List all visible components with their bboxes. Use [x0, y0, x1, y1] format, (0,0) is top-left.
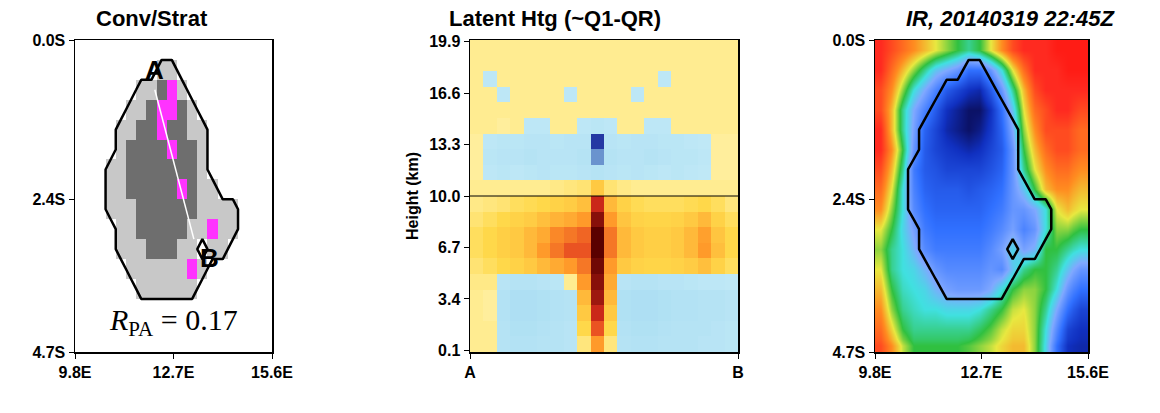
svg-text:Latent Htg (~Q1-QR): Latent Htg (~Q1-QR) — [449, 6, 661, 31]
svg-text:IR, 20140319 22:45Z: IR, 20140319 22:45Z — [906, 6, 1115, 31]
svg-text:9.8E: 9.8E — [59, 364, 92, 381]
svg-text:2.4S: 2.4S — [832, 191, 865, 208]
svg-text:6.7: 6.7 — [438, 239, 460, 256]
svg-text:0.0S: 0.0S — [832, 32, 865, 49]
svg-text:12.7E: 12.7E — [961, 364, 1003, 381]
svg-text:9.8E: 9.8E — [859, 364, 892, 381]
svg-text:B: B — [200, 243, 219, 273]
svg-text:19.9: 19.9 — [429, 33, 460, 50]
svg-text:0.0S: 0.0S — [32, 32, 65, 49]
svg-text:R​PA​ = 0.17: R​PA​ = 0.17 — [109, 303, 238, 341]
svg-text:Height (km): Height (km) — [404, 152, 421, 240]
svg-text:13.3: 13.3 — [429, 136, 460, 153]
svg-text:16.6: 16.6 — [429, 85, 460, 102]
svg-text:15.6E: 15.6E — [251, 364, 293, 381]
svg-text:12.7E: 12.7E — [153, 364, 195, 381]
svg-text:A: A — [464, 364, 476, 381]
svg-text:15.6E: 15.6E — [1067, 364, 1109, 381]
svg-text:Conv/Strat: Conv/Strat — [96, 6, 208, 31]
svg-text:A: A — [145, 55, 164, 85]
svg-text:2.4S: 2.4S — [32, 191, 65, 208]
svg-text:4.7S: 4.7S — [32, 344, 65, 361]
svg-text:4.7S: 4.7S — [832, 344, 865, 361]
svg-text:10.0: 10.0 — [429, 188, 460, 205]
svg-text:3.4: 3.4 — [438, 291, 460, 308]
svg-text:0.1: 0.1 — [438, 342, 460, 359]
svg-text:B: B — [732, 364, 744, 381]
